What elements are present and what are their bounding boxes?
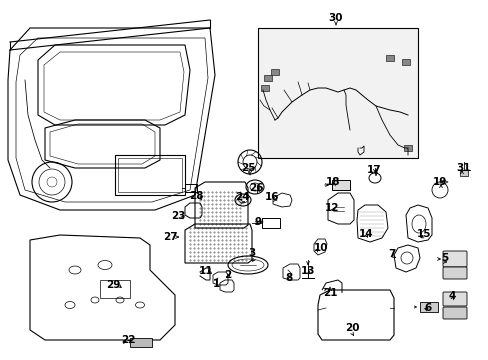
Bar (270, 69, 279, 75)
Text: 1: 1 (212, 279, 219, 289)
Text: 3: 3 (248, 248, 255, 258)
Text: 22: 22 (121, 335, 135, 345)
Bar (258, 28, 417, 158)
Text: 12: 12 (324, 203, 339, 213)
Bar (403, 145, 411, 151)
Bar (264, 75, 271, 81)
Bar (331, 180, 349, 190)
Text: 20: 20 (344, 323, 359, 333)
FancyBboxPatch shape (442, 267, 466, 279)
Text: 15: 15 (416, 229, 430, 239)
Text: 31: 31 (456, 163, 470, 173)
Text: 18: 18 (325, 177, 340, 187)
Text: 2: 2 (224, 270, 231, 280)
Bar (459, 170, 467, 176)
Bar (184, 184, 197, 192)
Bar (118, 158, 182, 192)
Text: 8: 8 (285, 273, 292, 283)
Bar (115, 155, 184, 195)
Text: 30: 30 (328, 13, 343, 23)
Text: 16: 16 (264, 192, 279, 202)
FancyBboxPatch shape (442, 292, 466, 306)
Text: 4: 4 (447, 291, 455, 301)
Bar (401, 59, 409, 65)
FancyBboxPatch shape (442, 307, 466, 319)
Text: 27: 27 (163, 232, 177, 242)
Text: 5: 5 (441, 253, 447, 263)
Text: 13: 13 (300, 266, 315, 276)
Text: 7: 7 (387, 249, 395, 259)
Bar (385, 55, 393, 61)
Bar (261, 85, 268, 91)
Bar (262, 218, 280, 228)
Text: 19: 19 (432, 177, 446, 187)
Text: 23: 23 (170, 211, 185, 221)
Text: 6: 6 (424, 303, 431, 313)
Text: 10: 10 (313, 243, 327, 253)
Text: 26: 26 (248, 183, 263, 193)
Text: 24: 24 (234, 192, 249, 202)
Bar (419, 302, 437, 312)
Text: 29: 29 (105, 280, 120, 290)
Text: 17: 17 (366, 165, 381, 175)
FancyBboxPatch shape (442, 251, 466, 267)
Bar (130, 338, 152, 347)
Bar (100, 280, 130, 298)
Text: 28: 28 (188, 191, 203, 201)
Text: 14: 14 (358, 229, 372, 239)
Text: 25: 25 (240, 163, 255, 173)
Text: 21: 21 (322, 288, 337, 298)
Text: 9: 9 (254, 217, 261, 227)
Text: 11: 11 (198, 266, 213, 276)
